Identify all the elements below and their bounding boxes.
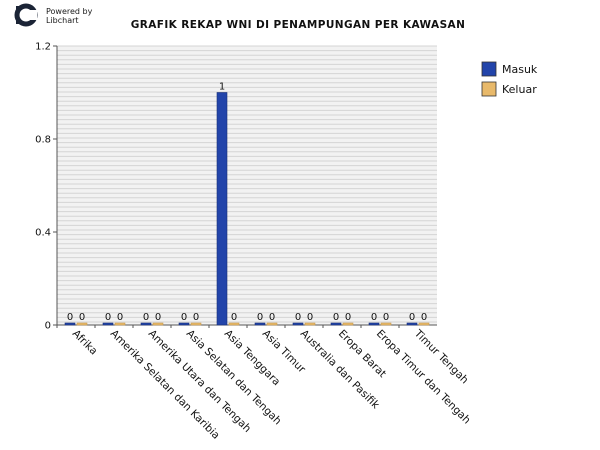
y-tick-label: 0.4 [35,228,51,239]
data-label: 0 [67,312,73,323]
bar-masuk [140,322,152,326]
data-label: 1 [219,82,225,93]
data-label: 0 [193,312,199,323]
data-label: 0 [231,312,237,323]
bar-keluar [152,322,164,326]
bar-keluar [190,322,202,326]
bar-masuk [406,322,418,326]
bar-keluar [114,322,126,326]
chart-title: GRAFIK REKAP WNI DI PENAMPUNGAN PER KAWA… [131,19,466,31]
data-label: 0 [409,312,415,323]
data-label: 0 [181,312,187,323]
y-tick-labels: 0 0.4 0.8 1.2 [35,42,57,332]
bar-keluar [228,322,240,326]
legend-swatch-masuk [481,61,497,77]
data-label: 0 [371,312,377,323]
data-label: 0 [79,312,85,323]
data-labels: 0 0 0 0 0 0 0 010 0 0 0 0 0 0 0 0 0 0 [67,82,427,324]
data-label: 0 [295,312,301,323]
y-tick-label: 0.8 [35,135,51,146]
bar-masuk [368,322,380,326]
legend-swatch-keluar [481,81,497,97]
data-label: 0 [345,312,351,323]
libchart-logo: Powered by Libchart [14,3,93,27]
bar-keluar [266,322,278,326]
bar-masuk [216,92,228,326]
bar-masuk [64,322,76,326]
bar-keluar [380,322,392,326]
libchart-logo-icon [14,3,38,27]
y-tick-label: 0 [45,321,51,332]
bar-masuk [330,322,342,326]
bar-masuk [178,322,190,326]
data-label: 0 [421,312,427,323]
bar-keluar [304,322,316,326]
legend: Masuk Keluar [481,61,538,97]
bar-masuk [254,322,266,326]
data-label: 0 [117,312,123,323]
branding-line2: Libchart [46,16,79,25]
branding-line1: Powered by [46,7,93,16]
data-label: 0 [307,312,313,323]
data-label: 0 [155,312,161,323]
data-label: 0 [257,312,263,323]
data-label: 0 [269,312,275,323]
legend-label-keluar: Keluar [502,83,537,96]
data-label: 0 [105,312,111,323]
legend-label-masuk: Masuk [502,63,538,76]
data-label: 0 [143,312,149,323]
y-tick-label: 1.2 [35,42,51,53]
bar-masuk [102,322,114,326]
bar-keluar [76,322,88,326]
bars [64,92,430,326]
bar-keluar [418,322,430,326]
data-label: 0 [383,312,389,323]
data-label: 0 [333,312,339,323]
category-labels: Afrika Amerika Selatan dan KaribiaAmerika… [56,325,473,442]
category-label: Australia dan Pasifik [298,328,382,412]
bar-masuk [292,322,304,326]
bar-keluar [342,322,354,326]
category-label: Afrika [70,328,100,358]
grid-lines [57,45,437,323]
